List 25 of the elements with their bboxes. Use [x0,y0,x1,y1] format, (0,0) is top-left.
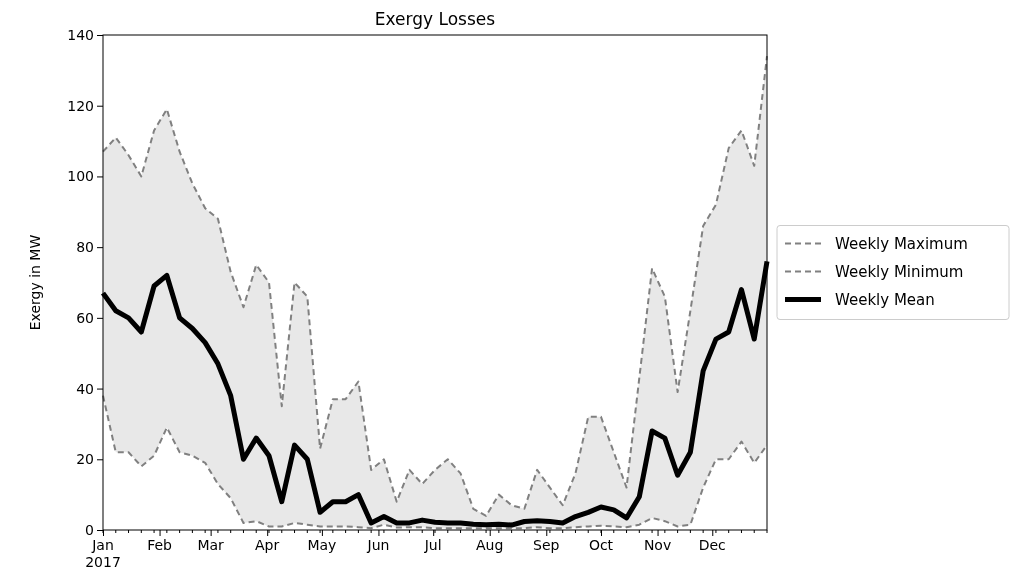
x-tick-label: Jan 2017 [85,537,121,570]
x-tick-label: Nov [643,537,672,553]
x-tick-label: Sep [533,537,560,553]
y-tick-label: 80 [76,239,94,256]
x-tick-label: Dec [698,537,726,553]
legend-label: Weekly Minimum [835,262,964,281]
x-tick-label: Oct [588,537,614,553]
x-tick-label: Apr [255,537,280,553]
x-tick-label: Jul [423,537,442,553]
y-axis-title: Exergy in MW [27,234,43,331]
y-tick-label: 60 [76,309,94,326]
x-tick-label: Aug [476,537,504,553]
y-tick-label: 20 [76,451,94,468]
y-tick-label: 0 [85,521,94,538]
x-tick-label: Jun [366,537,390,553]
legend-label: Weekly Maximum [835,234,968,253]
y-tick-label: 140 [67,26,94,43]
legend-label: Weekly Mean [835,290,935,309]
x-tick-label: Mar [197,537,225,553]
y-tick-label: 120 [67,97,94,114]
y-tick-label: 100 [67,168,94,185]
y-tick-label: 40 [76,380,94,397]
x-tick-label: Feb [147,537,173,553]
chart-title: Exergy Losses [374,9,496,29]
x-tick-label: May [307,537,337,553]
